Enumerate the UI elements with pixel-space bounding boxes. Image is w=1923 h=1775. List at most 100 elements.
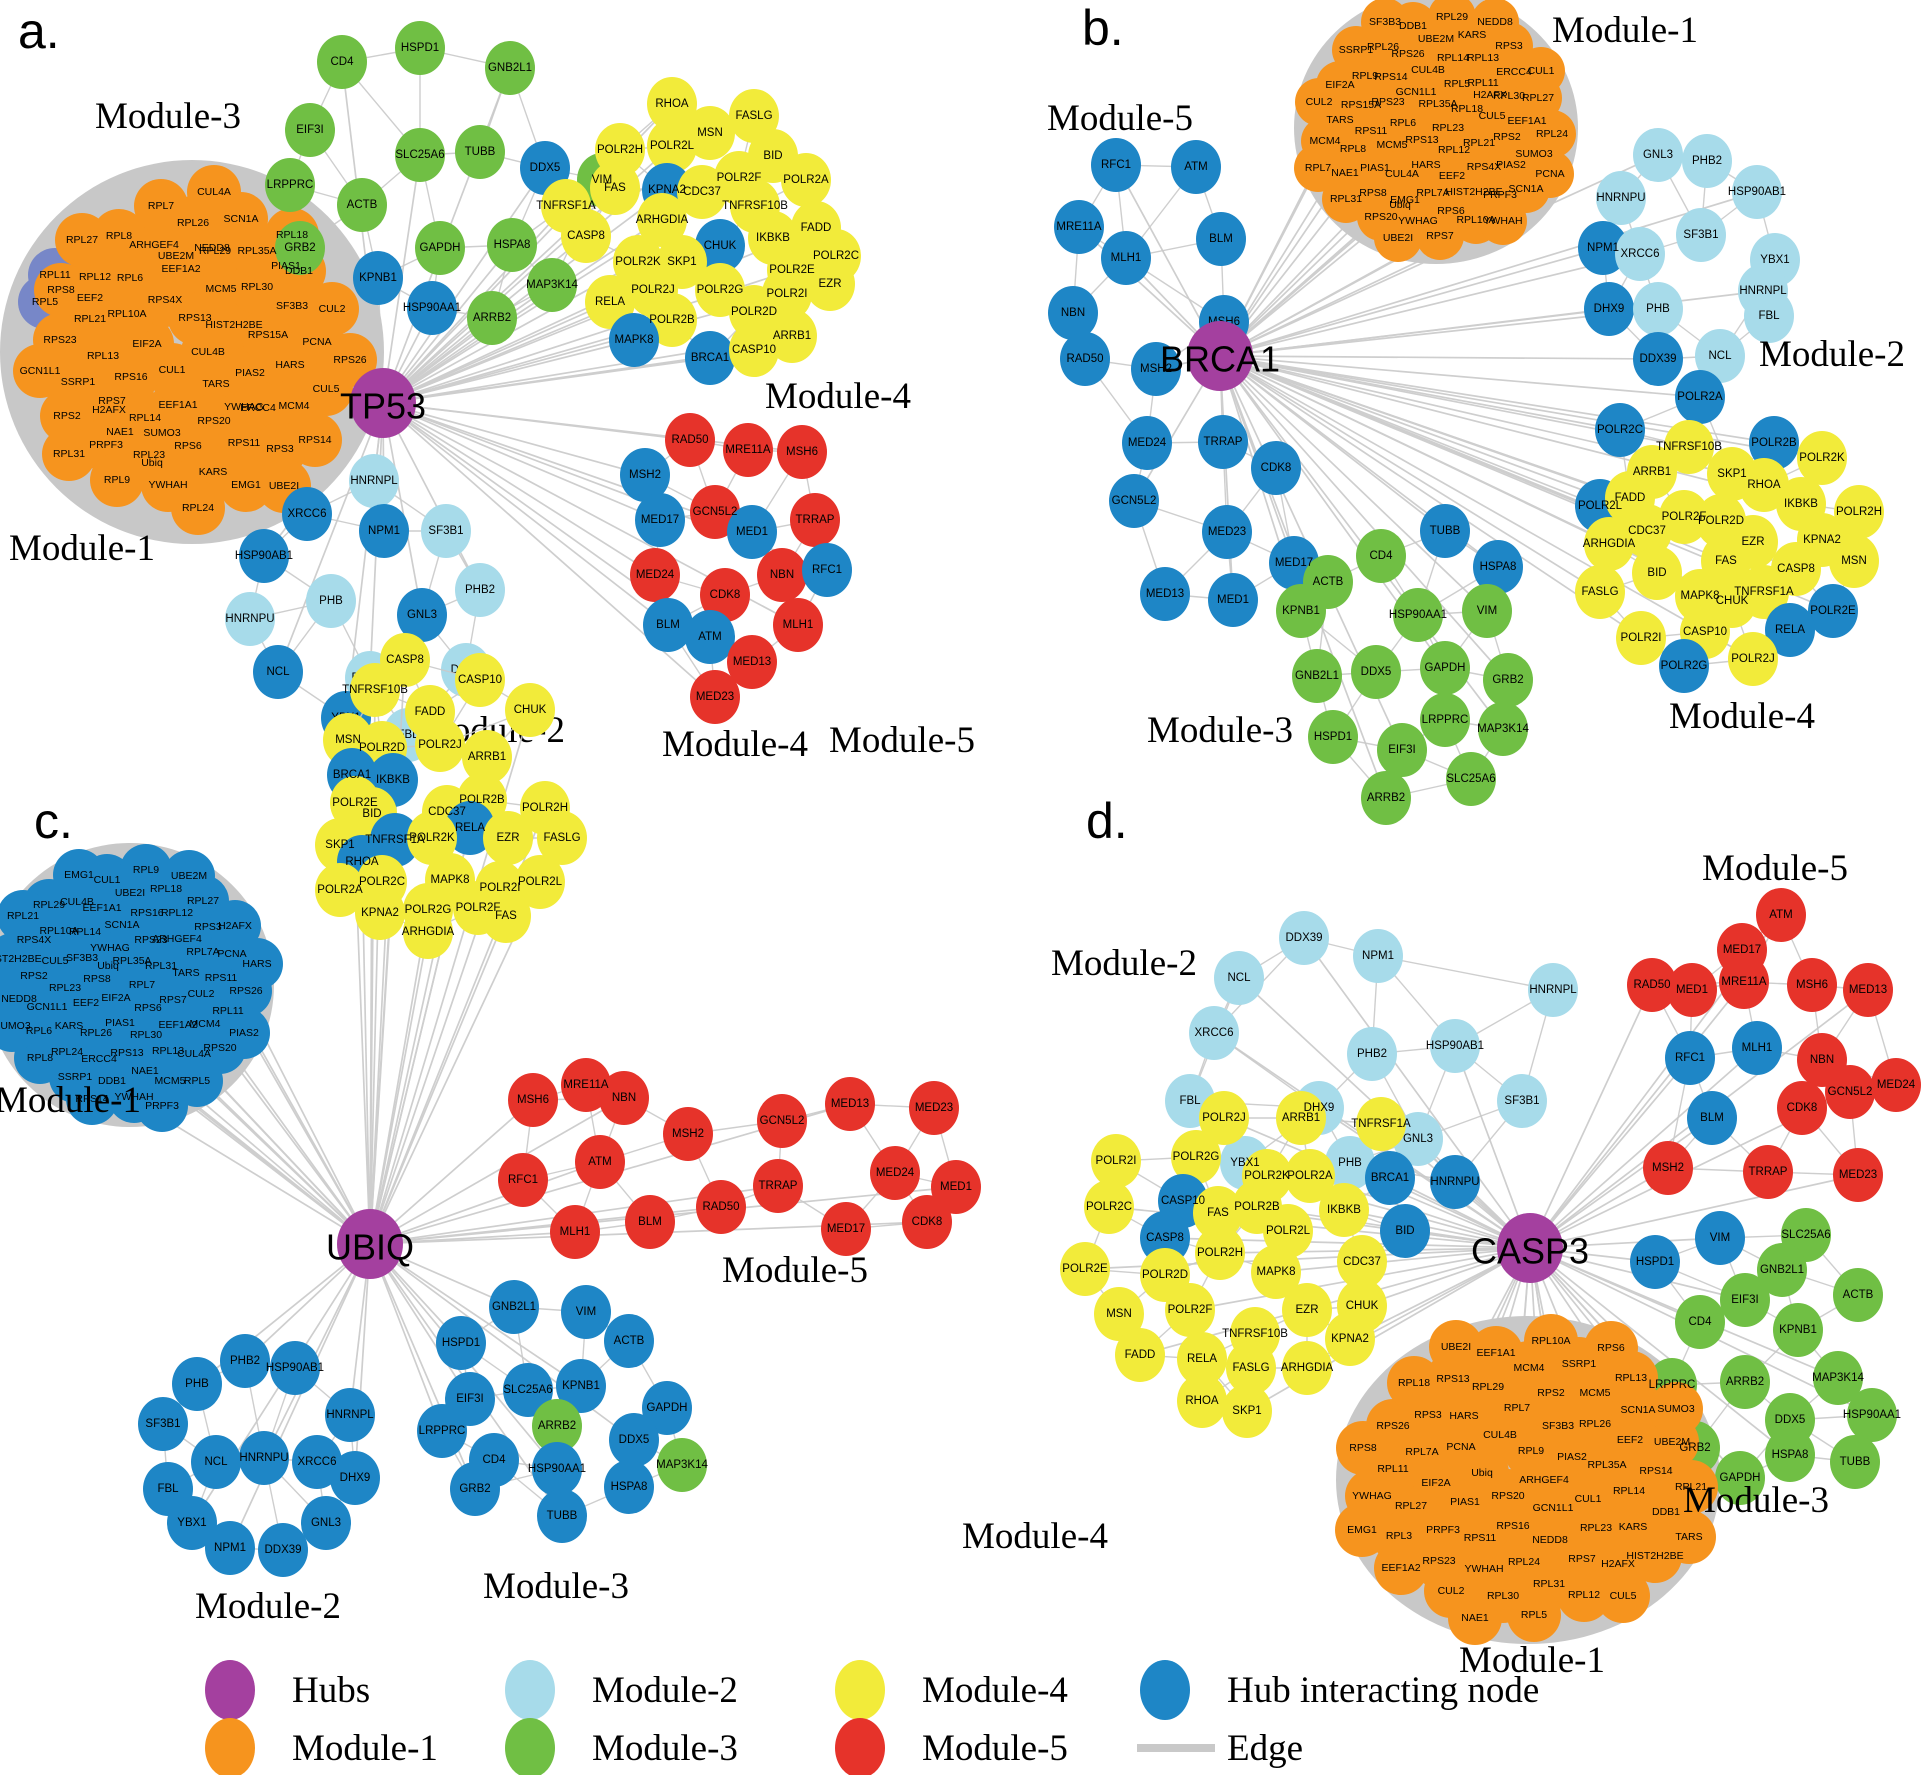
node-PHB[interactable]: [306, 574, 356, 628]
node-MLH1[interactable]: [550, 1205, 600, 1259]
node-ARRB2[interactable]: [532, 1399, 582, 1453]
node-CDK8[interactable]: [700, 568, 750, 622]
node-KPNB1[interactable]: [556, 1359, 606, 1413]
node-MED17[interactable]: [635, 493, 685, 547]
node-EMG1[interactable]: [219, 458, 273, 512]
node-POLR2L[interactable]: [515, 855, 565, 909]
node-HSP90AA1[interactable]: [1393, 588, 1443, 642]
node-RPS6[interactable]: [1584, 1321, 1638, 1375]
node-ARRB2[interactable]: [467, 291, 517, 345]
node-POLR2E[interactable]: [1808, 584, 1858, 638]
node-GAPDH[interactable]: [415, 221, 465, 275]
node-HIST2H2BE[interactable]: [0, 933, 39, 985]
node-GNL3[interactable]: [397, 588, 447, 642]
node-RPS26[interactable]: [323, 333, 377, 387]
node-POLR2L[interactable]: [647, 119, 697, 173]
node-HSPD1[interactable]: [1308, 710, 1358, 764]
node-MED24[interactable]: [630, 548, 680, 602]
node-CUL2[interactable]: [1295, 78, 1343, 126]
node-FAS[interactable]: [481, 889, 531, 943]
node-POLR2B[interactable]: [647, 293, 697, 347]
node-RPL21[interactable]: [1664, 1460, 1718, 1514]
node-POLR2L[interactable]: [1263, 1204, 1313, 1258]
node-FAS[interactable]: [1193, 1186, 1243, 1240]
node-HNRNPL[interactable]: [325, 1388, 375, 1442]
node-SF3B3[interactable]: [1361, 0, 1409, 46]
node-RPS8[interactable]: [34, 263, 88, 317]
node-RFC1[interactable]: [1091, 138, 1141, 192]
node-TRRAP[interactable]: [1198, 415, 1248, 469]
node-RPL27[interactable]: [55, 213, 109, 267]
node-MLH1[interactable]: [773, 598, 823, 652]
node-POLR2K[interactable]: [1797, 431, 1847, 485]
node-MAP3K14[interactable]: [527, 258, 577, 312]
node-CD4[interactable]: [1356, 529, 1406, 583]
node-DHX9[interactable]: [1584, 282, 1634, 336]
node-SF3B1[interactable]: [1497, 1074, 1547, 1128]
node-FASLG[interactable]: [1226, 1341, 1276, 1395]
node-BRCA1[interactable]: [1365, 1151, 1415, 1205]
node-RPL24[interactable]: [171, 481, 225, 535]
node-FASLG[interactable]: [537, 811, 587, 865]
node-GRB2[interactable]: [1483, 653, 1533, 707]
node-RELA[interactable]: [1177, 1332, 1227, 1386]
node-MED1[interactable]: [931, 1160, 981, 1214]
node-POLR2F[interactable]: [1165, 1283, 1215, 1337]
node-DDX5[interactable]: [609, 1413, 659, 1467]
node-MSH2[interactable]: [1131, 342, 1181, 396]
node-MED1[interactable]: [1208, 573, 1258, 627]
node-XRCC6[interactable]: [1615, 227, 1665, 281]
node-SF3B1[interactable]: [1676, 208, 1726, 262]
node-RAD50[interactable]: [1627, 958, 1677, 1012]
node-GNB2L1[interactable]: [489, 1280, 539, 1334]
node-RPL31[interactable]: [42, 427, 96, 481]
node-TNFRSF10B[interactable]: [1664, 420, 1714, 474]
node-FASLG[interactable]: [1575, 565, 1625, 619]
node-HSPA8[interactable]: [1765, 1428, 1815, 1482]
node-ARHGDIA[interactable]: [1282, 1341, 1332, 1395]
node-CDK8[interactable]: [902, 1195, 952, 1249]
node-RPS14[interactable]: [288, 413, 342, 467]
node-POLR2K[interactable]: [407, 811, 457, 865]
node-MED23[interactable]: [690, 670, 740, 724]
node-POLR2I[interactable]: [1616, 611, 1666, 665]
node-GCN5L2[interactable]: [757, 1094, 807, 1148]
node-BLM[interactable]: [1687, 1091, 1737, 1145]
node-MAPK8[interactable]: [1251, 1245, 1301, 1299]
node-RPS14[interactable]: [66, 1073, 118, 1125]
node-POLR2A[interactable]: [1675, 370, 1725, 424]
node-UBE2I[interactable]: [1374, 214, 1422, 262]
node-GCN5L2[interactable]: [1109, 474, 1159, 528]
node-MSH6[interactable]: [508, 1073, 558, 1127]
node-XRCC6[interactable]: [292, 1435, 342, 1489]
node-RHOA[interactable]: [647, 77, 697, 131]
node-ARRB1[interactable]: [462, 730, 512, 784]
node-CDC37[interactable]: [1622, 504, 1672, 558]
node-RHOA[interactable]: [1177, 1374, 1227, 1428]
node-NCL[interactable]: [1214, 951, 1264, 1005]
node-SLC25A6[interactable]: [503, 1363, 553, 1417]
node-SLC25A6[interactable]: [395, 128, 445, 182]
node-ARHGDIA[interactable]: [637, 193, 687, 247]
node-GNL3[interactable]: [301, 1496, 351, 1550]
node-FBL[interactable]: [1744, 289, 1794, 343]
node-NAE1[interactable]: [1448, 1591, 1502, 1645]
node-YWHAH[interactable]: [1479, 197, 1527, 245]
node-MED13[interactable]: [727, 635, 777, 689]
node-POLR2D[interactable]: [729, 285, 779, 339]
node-MSH2[interactable]: [663, 1107, 713, 1161]
node-RPL29[interactable]: [1428, 0, 1476, 41]
node-BLM[interactable]: [1196, 212, 1246, 266]
node-EZR[interactable]: [1282, 1283, 1332, 1337]
node-EMG1[interactable]: [53, 849, 105, 901]
node-MED24[interactable]: [1122, 416, 1172, 470]
node-CD4[interactable]: [1675, 1295, 1725, 1349]
node-RPL21[interactable]: [0, 890, 49, 942]
node-KPNA2[interactable]: [1325, 1312, 1375, 1366]
node-MAP3K14[interactable]: [657, 1438, 707, 1492]
node-MSH2[interactable]: [1643, 1141, 1693, 1195]
node-EIF3I[interactable]: [1377, 723, 1427, 777]
node-CDK8[interactable]: [1777, 1081, 1827, 1135]
node-DHX9[interactable]: [330, 1451, 380, 1505]
node-XRCC6[interactable]: [1189, 1006, 1239, 1060]
